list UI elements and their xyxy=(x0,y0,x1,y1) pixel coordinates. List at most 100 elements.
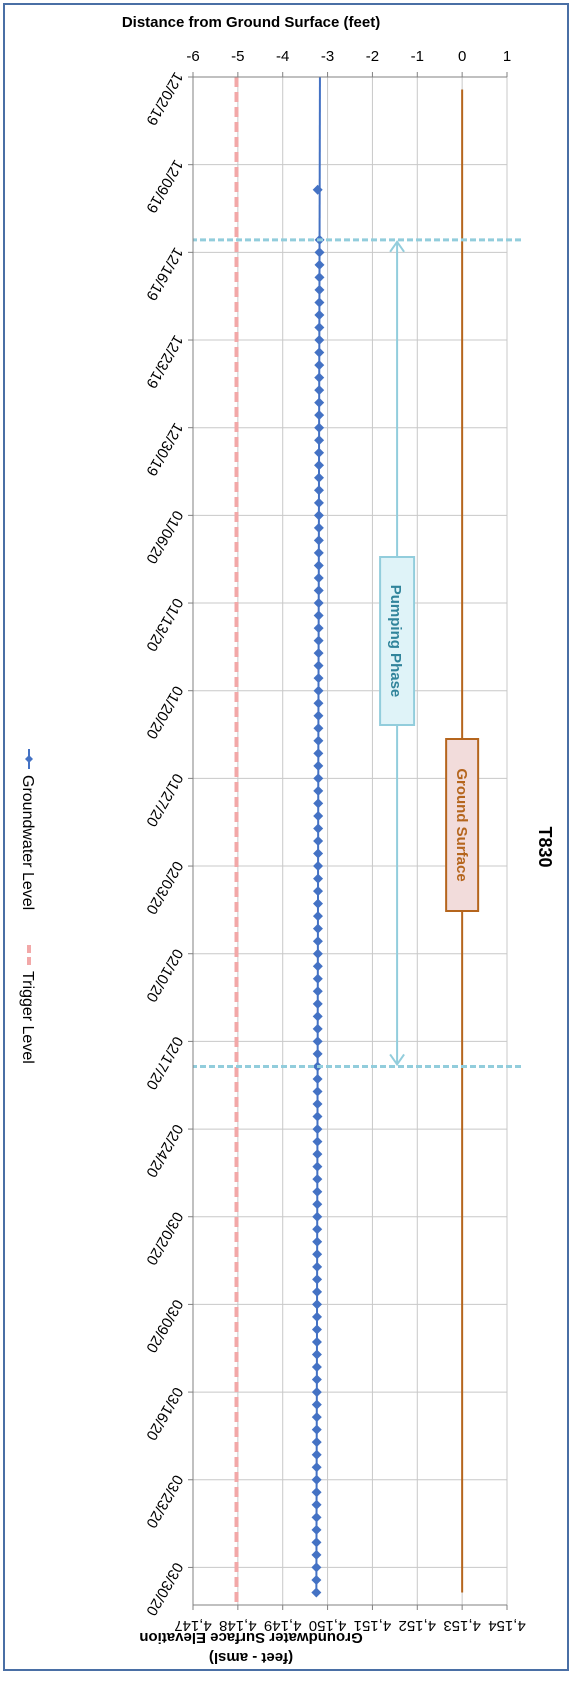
groundwater-marker xyxy=(311,1336,322,1347)
pumping-phase-label: Pumping Phase xyxy=(387,585,404,698)
groundwater-marker xyxy=(313,710,324,721)
groundwater-marker xyxy=(314,247,325,258)
groundwater-marker xyxy=(314,460,325,471)
groundwater-marker xyxy=(312,1199,323,1210)
x-tick-label: 03/02/20 xyxy=(142,1209,186,1268)
y2-tick-label: 4,154 xyxy=(488,1617,526,1634)
groundwater-marker xyxy=(312,1124,323,1135)
groundwater-marker xyxy=(312,1149,323,1160)
groundwater-marker xyxy=(313,773,324,784)
legend-groundwater-marker xyxy=(25,755,33,763)
legend-trigger-label: Trigger Level xyxy=(19,971,36,1064)
groundwater-marker xyxy=(314,435,325,446)
ground-surface-label-box xyxy=(445,738,480,912)
x-tick-label: 01/13/20 xyxy=(142,595,186,654)
groundwater-marker xyxy=(312,1261,323,1272)
groundwater-marker xyxy=(312,1073,323,1084)
groundwater-marker xyxy=(311,1349,322,1360)
groundwater-marker xyxy=(312,1211,323,1222)
x-tick-label: 12/16/19 xyxy=(142,244,186,303)
groundwater-marker xyxy=(314,360,325,371)
groundwater-marker xyxy=(313,572,324,583)
legend-item-trigger: Trigger Level xyxy=(19,945,36,1064)
groundwater-marker xyxy=(312,1161,323,1172)
x-tick-label: 03/16/20 xyxy=(142,1384,186,1443)
groundwater-marker xyxy=(314,397,325,408)
groundwater-marker xyxy=(312,948,323,959)
y2-tick-label: 4,149 xyxy=(264,1617,302,1634)
groundwater-marker xyxy=(312,1236,323,1247)
groundwater-marker xyxy=(314,422,325,433)
groundwater-marker xyxy=(312,1136,323,1147)
x-tick-label: 02/24/20 xyxy=(142,1121,186,1180)
groundwater-marker xyxy=(313,760,324,771)
groundwater-marker xyxy=(311,1412,322,1423)
groundwater-marker xyxy=(312,1099,323,1110)
groundwater-marker xyxy=(312,1048,323,1059)
groundwater-chart: Pumping Phase Ground Surface 1 4,154 0 4,153… xyxy=(19,14,555,1666)
groundwater-marker xyxy=(312,1286,323,1297)
groundwater-marker xyxy=(312,1186,323,1197)
y2-tick-label: 4,147 xyxy=(174,1617,212,1634)
groundwater-marker xyxy=(313,660,324,671)
groundwater-marker xyxy=(313,685,324,696)
groundwater-marker xyxy=(312,961,323,972)
groundwater-marker xyxy=(313,810,324,821)
groundwater-marker xyxy=(312,1111,323,1122)
groundwater-marker xyxy=(314,297,325,308)
y-tick-label: -6 xyxy=(186,48,199,65)
pumping-phase-label-box xyxy=(379,556,416,726)
groundwater-marker xyxy=(311,1387,322,1398)
pumping-phase-arrowhead-right xyxy=(389,1053,405,1067)
y2-tick-label: 4,153 xyxy=(443,1617,481,1634)
groundwater-marker xyxy=(312,1224,323,1235)
annotation-layer: Pumping Phase Ground Surface xyxy=(193,238,521,1068)
groundwater-marker xyxy=(314,309,325,320)
x-tick-label: 03/23/20 xyxy=(142,1472,186,1531)
x-tick-label: 01/27/20 xyxy=(142,770,186,829)
groundwater-marker xyxy=(312,1274,323,1285)
groundwater-marker xyxy=(313,610,324,621)
series-layer xyxy=(234,76,464,1605)
x-tick-label: 01/06/20 xyxy=(142,507,186,566)
groundwater-marker xyxy=(311,1424,322,1435)
groundwater-marker xyxy=(311,1587,322,1598)
groundwater-marker xyxy=(313,623,324,634)
x-tick-label: 12/02/19 xyxy=(142,69,186,128)
groundwater-marker xyxy=(314,385,325,396)
x-tick-label: 12/09/19 xyxy=(142,157,186,216)
legend: Groundwater Level Trigger Level xyxy=(19,749,36,1064)
groundwater-marker xyxy=(313,522,324,533)
ground-surface-label: Ground Surface xyxy=(453,768,470,881)
groundwater-marker xyxy=(311,1524,322,1535)
groundwater-marker xyxy=(311,1399,322,1410)
rotated-chart-container: Pumping Phase Ground Surface 1 4,154 0 4,153… xyxy=(5,5,576,1683)
groundwater-marker xyxy=(311,1437,322,1448)
groundwater-marker xyxy=(312,184,323,195)
groundwater-marker xyxy=(313,497,324,508)
groundwater-marker xyxy=(314,284,325,295)
y-tick-label: 1 xyxy=(503,48,511,65)
groundwater-marker xyxy=(313,510,324,521)
x-tick-label: 03/30/20 xyxy=(142,1559,186,1618)
groundwater-marker xyxy=(313,472,324,483)
groundwater-marker xyxy=(313,535,324,546)
groundwater-marker xyxy=(313,823,324,834)
pumping-phase-arrowhead-left xyxy=(389,240,405,253)
groundwater-marker xyxy=(311,1362,322,1373)
groundwater-marker xyxy=(312,998,323,1009)
groundwater-marker xyxy=(313,485,324,496)
groundwater-marker xyxy=(311,1574,322,1585)
x-tick-label: 01/20/20 xyxy=(142,683,186,742)
groundwater-marker xyxy=(313,598,324,609)
x-tick-label: 12/30/19 xyxy=(142,420,186,479)
y-tick-label: -1 xyxy=(411,48,424,65)
groundwater-marker xyxy=(314,335,325,346)
y-tick-label: -5 xyxy=(231,48,244,65)
groundwater-marker xyxy=(313,873,324,884)
groundwater-marker xyxy=(313,635,324,646)
y-tick-label: 0 xyxy=(458,48,466,65)
groundwater-marker xyxy=(313,785,324,796)
groundwater-marker xyxy=(312,986,323,997)
groundwater-marker xyxy=(312,973,323,984)
